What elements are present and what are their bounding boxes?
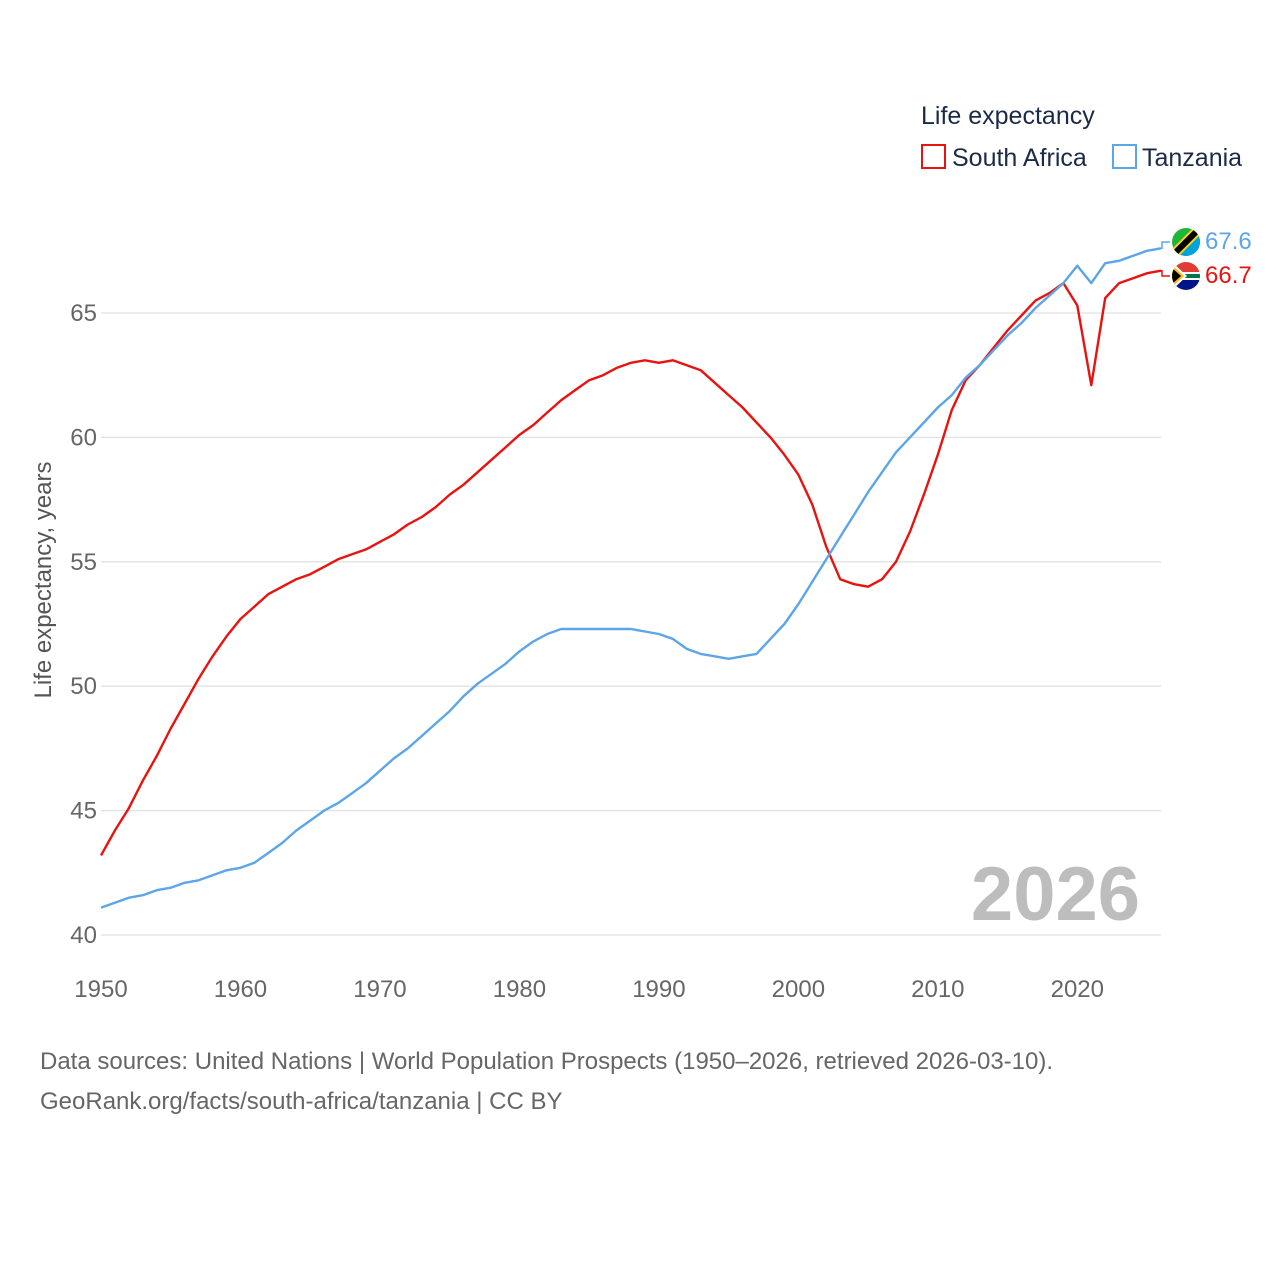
end-connector-tanzania [1161, 241, 1170, 250]
series-line-south-africa [99, 269, 1162, 856]
data-sources-text: Data sources: United Nations | World Pop… [40, 1048, 1054, 1075]
tanzania-end-value: 67.6 [1205, 228, 1252, 255]
x-tick-label: 1960 [214, 976, 267, 1003]
legend-title: Life expectancy [921, 102, 1095, 130]
x-tick-label: 2020 [1051, 976, 1104, 1003]
y-tick-label: 40 [70, 922, 97, 949]
end-connector-south-africa [1161, 269, 1170, 277]
x-tick-label: 1980 [493, 976, 546, 1003]
y-tick-label: 65 [70, 300, 97, 327]
legend-swatch-tanzania [1112, 144, 1137, 169]
x-axis-ticks: 1950 1960 1970 1980 1990 2000 2010 2020 [74, 976, 1104, 1003]
x-tick-label: 1950 [74, 976, 127, 1003]
tanzania-flag-icon [1172, 228, 1200, 256]
legend-item-south-africa[interactable]: South Africa [921, 144, 1087, 172]
x-tick-label: 2010 [911, 976, 964, 1003]
y-axis-label: Life expectancy, years [30, 461, 57, 698]
y-axis-ticks: 40 45 50 55 60 65 [70, 300, 97, 949]
south-africa-end-value: 66.7 [1205, 262, 1252, 289]
x-tick-label: 1990 [632, 976, 685, 1003]
footer: Data sources: United Nations | World Pop… [40, 1042, 1260, 1122]
legend-label-tanzania: Tanzania [1142, 144, 1242, 172]
legend-swatch-south-africa [921, 144, 946, 169]
gridlines [101, 312, 1161, 936]
chart: 40 45 50 55 60 65 1950 1960 1970 1980 1990 2000 201… [30, 102, 1252, 1003]
south-africa-flag-icon [1172, 262, 1200, 290]
end-markers [1161, 241, 1170, 277]
y-tick-label: 50 [70, 673, 97, 700]
series-lines [99, 247, 1162, 909]
series-line-tanzania [100, 247, 1162, 909]
legend-item-tanzania[interactable]: Tanzania [1112, 144, 1242, 172]
y-tick-label: 60 [70, 424, 97, 451]
y-tick-label: 45 [70, 798, 97, 825]
current-year-label: 2026 [971, 852, 1140, 937]
x-tick-label: 2000 [772, 976, 825, 1003]
legend-label-south-africa: South Africa [952, 144, 1087, 172]
y-tick-label: 55 [70, 549, 97, 576]
x-tick-label: 1970 [353, 976, 406, 1003]
source-link[interactable]: GeoRank.org/facts/south-africa/tanzania … [40, 1088, 563, 1115]
